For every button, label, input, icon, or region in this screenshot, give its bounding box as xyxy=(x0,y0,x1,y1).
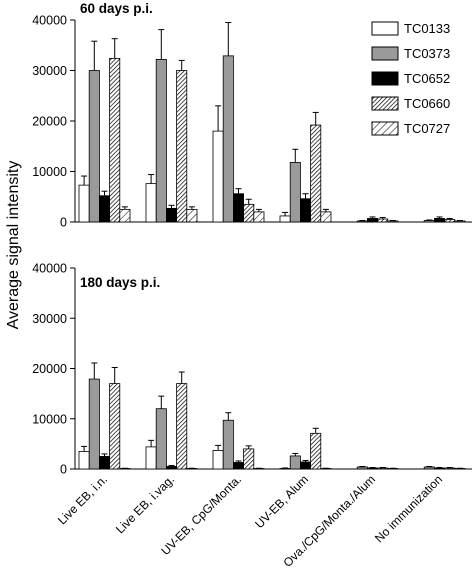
bar-tc0373-live-eb-i-vag xyxy=(155,58,167,223)
panel-180-days: 180 days p.i. 0 10000 20000 30000 40000 xyxy=(32,262,472,477)
bar-tc0133-uv-eb-alum xyxy=(279,468,291,470)
y-tick-label: 40000 xyxy=(32,262,67,276)
bar-tc0373-ova-cpg-monta-alum xyxy=(356,466,368,470)
bar-tc0652-no-immunization xyxy=(433,218,445,223)
panel-180-days-axes: 0 10000 20000 30000 40000 xyxy=(32,262,472,477)
bar-tc0133-live-eb-i-vag xyxy=(145,183,157,223)
bar-tc0652-live-eb-i-n xyxy=(99,456,111,470)
bar-tc0373-uv-eb-alum xyxy=(289,162,301,223)
y-tick-label: 0 xyxy=(60,463,67,477)
bar-tc0652-uv-eb-cpg-monta xyxy=(232,462,244,470)
bar-tc0133-live-eb-i-n xyxy=(78,451,90,470)
bar-tc0727-live-eb-i-n xyxy=(119,208,131,223)
y-tick-label: 0 xyxy=(60,216,67,230)
bar-tc0652-uv-eb-alum xyxy=(299,198,311,223)
bar-tc0652-ova-cpg-monta-alum xyxy=(366,218,378,223)
legend-item-tc0133: TC0133 xyxy=(371,21,450,36)
legend-swatch-tc0727 xyxy=(371,121,399,136)
bar-tc0133-live-eb-i-n xyxy=(78,184,90,223)
bar-tc0727-live-eb-i-vag xyxy=(186,208,198,223)
bar-tc0660-uv-eb-alum xyxy=(310,124,322,223)
bar-tc0727-uv-eb-cpg-monta xyxy=(253,211,265,223)
panel-60-days: 60 days p.i. 0 10000 20000 30000 40000 xyxy=(32,1,472,230)
bar-tc0660-live-eb-i-n xyxy=(109,383,121,470)
bar-tc0652-ova-cpg-monta-alum xyxy=(366,467,378,470)
legend-label-tc0660: TC0660 xyxy=(404,96,450,111)
y-tick-label: 30000 xyxy=(32,312,67,326)
legend-label-tc0373: TC0373 xyxy=(404,46,450,61)
y-axis-title: Average signal intensity xyxy=(5,161,22,330)
category-label-live-eb-i-n: Live EB, i.n. xyxy=(55,472,110,527)
bar-tc0373-live-eb-i-n xyxy=(88,70,100,223)
legend-label-tc0727: TC0727 xyxy=(404,121,450,136)
legend-item-tc0373: TC0373 xyxy=(371,46,450,61)
bar-tc0133-uv-eb-cpg-monta xyxy=(212,130,224,223)
bar-tc0373-no-immunization xyxy=(423,466,435,470)
y-tick-label: 10000 xyxy=(32,412,67,426)
legend: TC0133 TC0373 TC0652 TC0660 TC0727 xyxy=(371,21,450,136)
bar-tc0660-ova-cpg-monta-alum xyxy=(377,218,389,223)
bar-tc0660-no-immunization xyxy=(444,467,456,470)
bar-tc0727-no-immunization xyxy=(454,220,466,223)
legend-swatch-tc0373 xyxy=(371,46,399,61)
bar-tc0660-live-eb-i-vag xyxy=(176,383,188,470)
legend-swatch-tc0652 xyxy=(371,71,399,86)
bar-tc0727-ova-cpg-monta-alum xyxy=(387,220,399,223)
bar-tc0373-ova-cpg-monta-alum xyxy=(356,220,368,223)
bar-tc0660-no-immunization xyxy=(444,219,456,223)
bar-tc0373-uv-eb-cpg-monta xyxy=(222,419,234,470)
category-label-no-immunization: No immunization xyxy=(372,472,445,545)
y-tick-label: 30000 xyxy=(32,64,67,78)
x-axis-category-labels: Live EB, i.n. Live EB, i.vag.UV-EB, CpG/M… xyxy=(55,472,445,570)
legend-swatch-tc0660 xyxy=(371,96,399,111)
bar-tc0373-uv-eb-cpg-monta xyxy=(222,55,234,223)
bar-tc0660-uv-eb-alum xyxy=(310,432,322,470)
bar-tc0660-live-eb-i-n xyxy=(109,57,121,223)
panel-60-days-axes: 0 10000 20000 30000 40000 xyxy=(32,14,472,230)
bar-tc0133-uv-eb-cpg-monta xyxy=(212,450,224,470)
legend-swatch-tc0133 xyxy=(371,21,399,36)
bar-tc0373-uv-eb-alum xyxy=(289,455,301,470)
legend-label-tc0652: TC0652 xyxy=(404,71,450,86)
panel-title-180-days: 180 days p.i. xyxy=(80,275,160,290)
bar-tc0373-no-immunization xyxy=(423,220,435,223)
bar-tc0133-live-eb-i-vag xyxy=(145,446,157,470)
bar-tc0652-live-eb-i-vag xyxy=(165,466,177,470)
legend-item-tc0660: TC0660 xyxy=(371,96,450,111)
bar-tc0727-uv-eb-alum xyxy=(320,211,332,223)
category-label-uv-eb-alum: UV-EB, Alum xyxy=(252,472,311,531)
bar-tc0660-uv-eb-cpg-monta xyxy=(243,448,255,470)
legend-item-tc0652: TC0652 xyxy=(371,71,450,86)
bar-tc0652-live-eb-i-n xyxy=(99,195,111,223)
y-tick-label: 20000 xyxy=(32,115,67,129)
bar-tc0652-live-eb-i-vag xyxy=(165,207,177,223)
y-tick-label: 10000 xyxy=(32,165,67,179)
panel-60-days-bars xyxy=(78,22,466,223)
panel-180-days-bars xyxy=(78,362,466,470)
bar-tc0660-live-eb-i-vag xyxy=(176,70,188,223)
bar-tc0660-uv-eb-cpg-monta xyxy=(243,203,255,223)
bar-tc0373-live-eb-i-n xyxy=(88,378,100,470)
bar-tc0652-uv-eb-alum xyxy=(299,461,311,470)
legend-label-tc0133: TC0133 xyxy=(404,21,450,36)
panel-title-60-days: 60 days p.i. xyxy=(80,1,153,16)
legend-item-tc0727: TC0727 xyxy=(371,121,450,136)
y-tick-label: 20000 xyxy=(32,362,67,376)
bar-tc0133-uv-eb-alum xyxy=(279,215,291,223)
bar-tc0373-live-eb-i-vag xyxy=(155,408,167,470)
bar-tc0660-ova-cpg-monta-alum xyxy=(377,467,389,470)
category-label-live-eb-i-vag: Live EB, i.vag. xyxy=(113,472,177,536)
bar-tc0652-uv-eb-cpg-monta xyxy=(232,193,244,223)
y-tick-label: 40000 xyxy=(32,14,67,28)
bar-tc0652-no-immunization xyxy=(433,467,445,470)
